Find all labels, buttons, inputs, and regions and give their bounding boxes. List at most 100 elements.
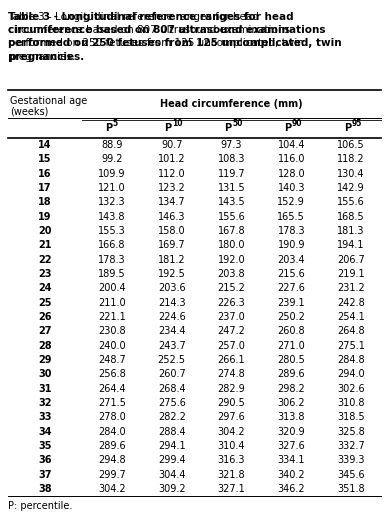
Text: 219.1: 219.1 bbox=[337, 269, 365, 279]
Text: 294.1: 294.1 bbox=[158, 441, 186, 451]
Text: Head circumference (mm): Head circumference (mm) bbox=[160, 99, 303, 109]
Text: 243.7: 243.7 bbox=[158, 341, 186, 351]
Text: 112.0: 112.0 bbox=[158, 169, 186, 179]
Text: 214.3: 214.3 bbox=[158, 298, 186, 308]
Text: 247.2: 247.2 bbox=[217, 326, 245, 336]
Text: 109.9: 109.9 bbox=[98, 169, 126, 179]
Text: 16: 16 bbox=[38, 169, 52, 179]
Text: 15: 15 bbox=[38, 155, 52, 165]
Text: 227.6: 227.6 bbox=[277, 284, 305, 294]
Text: 260.8: 260.8 bbox=[277, 326, 305, 336]
Text: 140.3: 140.3 bbox=[277, 183, 305, 193]
Text: 280.5: 280.5 bbox=[277, 355, 305, 365]
Text: 248.7: 248.7 bbox=[98, 355, 126, 365]
Text: 22: 22 bbox=[38, 255, 52, 265]
Text: 14: 14 bbox=[38, 140, 52, 150]
Text: 264.8: 264.8 bbox=[337, 326, 365, 336]
Text: 215.2: 215.2 bbox=[217, 284, 245, 294]
Text: 38: 38 bbox=[38, 484, 52, 494]
Text: 178.3: 178.3 bbox=[277, 226, 305, 236]
Text: 203.6: 203.6 bbox=[158, 284, 186, 294]
Text: 345.6: 345.6 bbox=[337, 470, 365, 480]
Text: P: P bbox=[284, 123, 291, 133]
Text: 215.6: 215.6 bbox=[277, 269, 305, 279]
Text: 168.5: 168.5 bbox=[337, 212, 365, 222]
Text: 181.2: 181.2 bbox=[158, 255, 186, 265]
Text: 20: 20 bbox=[38, 226, 52, 236]
Text: 254.1: 254.1 bbox=[337, 312, 365, 322]
Text: 325.8: 325.8 bbox=[337, 427, 365, 437]
Text: (weeks): (weeks) bbox=[10, 106, 48, 116]
Text: 294.8: 294.8 bbox=[98, 455, 126, 465]
Text: 35: 35 bbox=[38, 441, 52, 451]
Text: 304.4: 304.4 bbox=[158, 470, 186, 480]
Text: 284.0: 284.0 bbox=[98, 427, 126, 437]
Text: 306.2: 306.2 bbox=[277, 398, 305, 408]
Text: 21: 21 bbox=[38, 240, 52, 250]
Text: 320.9: 320.9 bbox=[277, 427, 305, 437]
Text: 155.6: 155.6 bbox=[217, 212, 245, 222]
Text: 282.2: 282.2 bbox=[158, 412, 186, 422]
Text: 334.1: 334.1 bbox=[277, 455, 305, 465]
Text: 340.2: 340.2 bbox=[277, 470, 305, 480]
Text: 299.7: 299.7 bbox=[98, 470, 126, 480]
Text: 231.2: 231.2 bbox=[337, 284, 365, 294]
Text: Table 3 - Longitudinal reference ranges for head
circumference based on 807 ultr: Table 3 - Longitudinal reference ranges … bbox=[8, 12, 304, 62]
Text: 106.5: 106.5 bbox=[337, 140, 365, 150]
Text: 143.5: 143.5 bbox=[218, 197, 245, 207]
Text: 90.7: 90.7 bbox=[161, 140, 182, 150]
Text: 123.2: 123.2 bbox=[158, 183, 186, 193]
Text: 309.2: 309.2 bbox=[158, 484, 186, 494]
Text: Table 3 - Longitudinal reference ranges for head
circumference based on 807 ultr: Table 3 - Longitudinal reference ranges … bbox=[8, 12, 342, 62]
Text: 25: 25 bbox=[38, 298, 52, 308]
Text: 274.8: 274.8 bbox=[217, 369, 245, 379]
Text: 167.8: 167.8 bbox=[218, 226, 245, 236]
Text: 260.7: 260.7 bbox=[158, 369, 186, 379]
Text: 158.0: 158.0 bbox=[158, 226, 186, 236]
Text: 18: 18 bbox=[38, 197, 52, 207]
Text: 99.2: 99.2 bbox=[101, 155, 123, 165]
Text: 321.8: 321.8 bbox=[218, 470, 245, 480]
Text: P: P bbox=[224, 123, 231, 133]
Text: 31: 31 bbox=[38, 383, 52, 393]
Text: 239.1: 239.1 bbox=[277, 298, 305, 308]
Text: 304.2: 304.2 bbox=[218, 427, 245, 437]
Text: 289.6: 289.6 bbox=[277, 369, 305, 379]
Text: 19: 19 bbox=[38, 212, 52, 222]
Text: 275.1: 275.1 bbox=[337, 341, 365, 351]
Text: 327.6: 327.6 bbox=[277, 441, 305, 451]
Text: 252.5: 252.5 bbox=[158, 355, 186, 365]
Text: 17: 17 bbox=[38, 183, 52, 193]
Text: 155.6: 155.6 bbox=[337, 197, 365, 207]
Text: 264.4: 264.4 bbox=[98, 383, 126, 393]
Text: 211.0: 211.0 bbox=[98, 298, 126, 308]
Text: 97.3: 97.3 bbox=[221, 140, 242, 150]
Text: 166.8: 166.8 bbox=[98, 240, 126, 250]
Text: 192.0: 192.0 bbox=[218, 255, 245, 265]
Text: 152.9: 152.9 bbox=[277, 197, 305, 207]
Text: 181.3: 181.3 bbox=[337, 226, 365, 236]
Text: 266.1: 266.1 bbox=[218, 355, 245, 365]
Text: 143.8: 143.8 bbox=[98, 212, 126, 222]
Text: 118.2: 118.2 bbox=[337, 155, 365, 165]
Text: 288.4: 288.4 bbox=[158, 427, 186, 437]
Text: 346.2: 346.2 bbox=[277, 484, 305, 494]
Text: 146.3: 146.3 bbox=[158, 212, 186, 222]
Text: 37: 37 bbox=[38, 470, 52, 480]
Text: 310.8: 310.8 bbox=[337, 398, 365, 408]
Text: 194.1: 194.1 bbox=[337, 240, 365, 250]
Text: 24: 24 bbox=[38, 284, 52, 294]
Text: Gestational age: Gestational age bbox=[10, 96, 87, 106]
Text: 108.3: 108.3 bbox=[218, 155, 245, 165]
Text: 90: 90 bbox=[292, 119, 302, 128]
Text: 332.7: 332.7 bbox=[337, 441, 365, 451]
Text: P: percentile.: P: percentile. bbox=[8, 501, 72, 511]
Text: 178.3: 178.3 bbox=[98, 255, 126, 265]
Text: 339.3: 339.3 bbox=[337, 455, 365, 465]
Text: 10: 10 bbox=[172, 119, 183, 128]
Text: 130.4: 130.4 bbox=[337, 169, 365, 179]
Text: 32: 32 bbox=[38, 398, 52, 408]
Text: 95: 95 bbox=[352, 119, 362, 128]
Text: P: P bbox=[344, 123, 351, 133]
Text: P: P bbox=[165, 123, 172, 133]
